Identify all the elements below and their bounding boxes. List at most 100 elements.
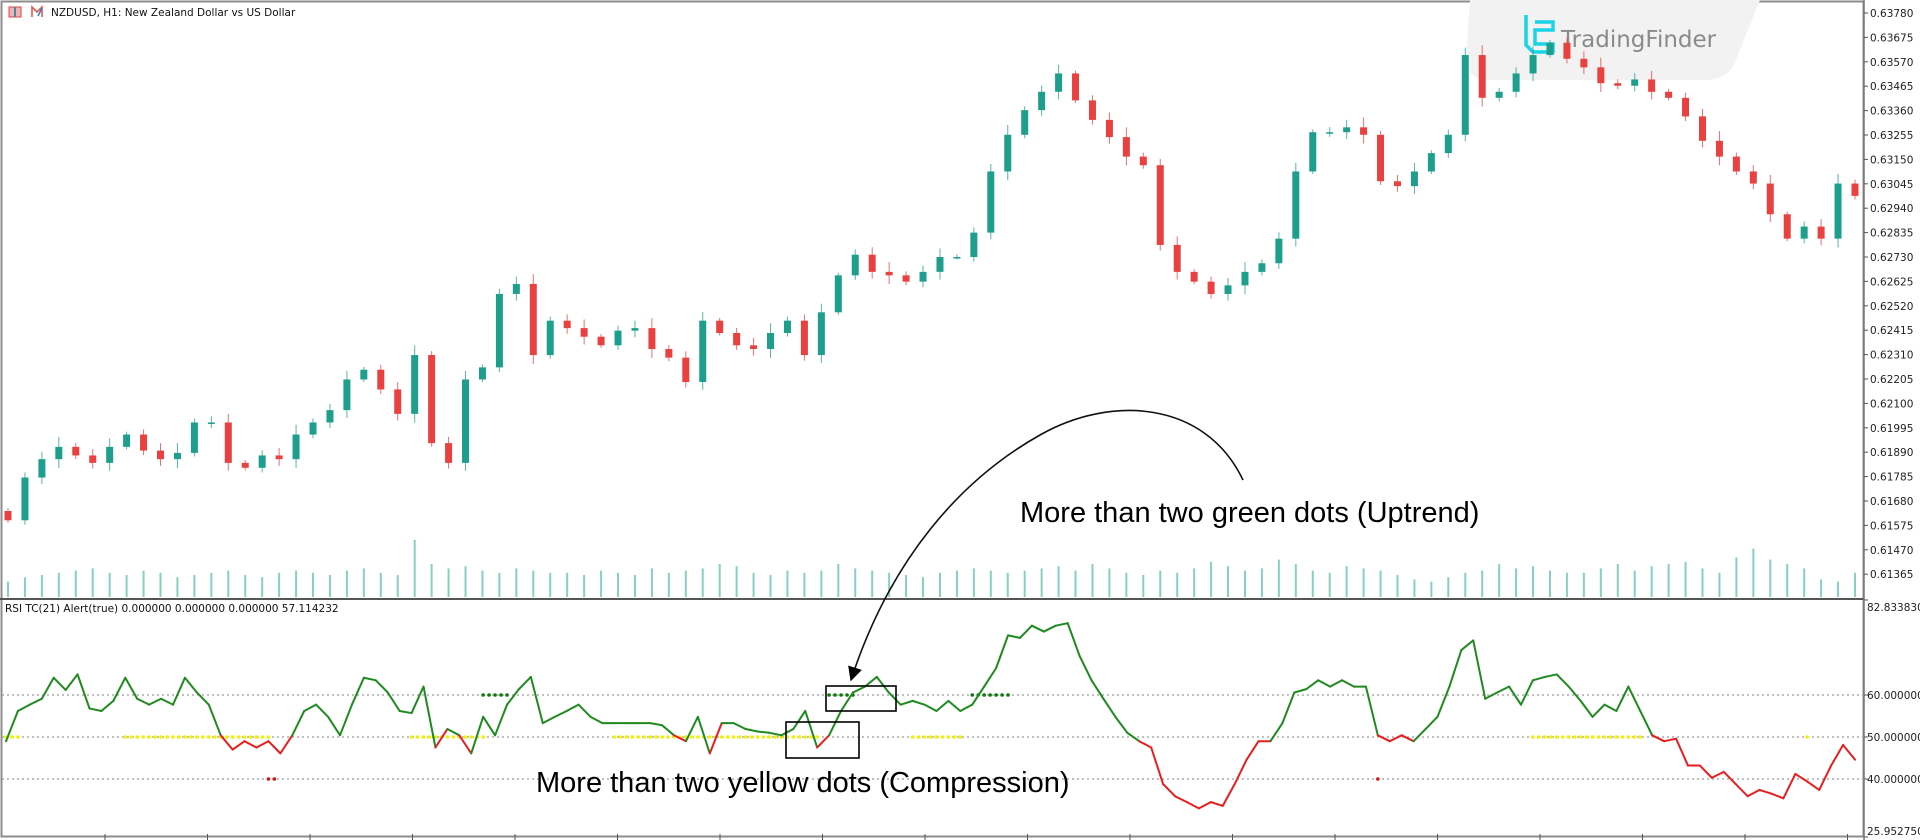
rsi-segment <box>506 688 520 706</box>
volume-bar <box>1430 581 1433 597</box>
rsi-segment <box>1269 722 1284 743</box>
rsi-segment <box>1555 673 1570 688</box>
candle <box>1665 88 1673 101</box>
rsi-line <box>5 622 1856 810</box>
yellow-signal-dot <box>224 735 229 739</box>
candle <box>1021 106 1029 139</box>
chart-type-icon[interactable] <box>8 6 22 18</box>
volume-bar <box>1243 570 1246 597</box>
candle <box>1546 39 1554 58</box>
rsi-segment <box>1710 770 1725 779</box>
rsi-segment <box>1030 624 1045 633</box>
volume-bar <box>1464 572 1467 597</box>
rsi-segment <box>923 703 938 712</box>
green-signal-dot <box>827 693 831 697</box>
compression-annotation: More than two yellow dots (Compression) <box>536 767 1069 799</box>
rsi-segment <box>1066 622 1081 657</box>
volume-bar <box>7 581 9 597</box>
rsi-segment <box>339 703 353 737</box>
yellow-signal-dot <box>719 735 724 739</box>
green-signal-dot <box>839 693 843 697</box>
rsi-segment <box>1209 801 1224 807</box>
candle <box>1529 46 1537 82</box>
candle <box>1682 92 1690 122</box>
candle <box>72 442 80 460</box>
rsi-segment <box>983 667 998 688</box>
candle-body <box>767 332 775 350</box>
candle <box>767 323 775 358</box>
rsi-segment <box>1376 734 1391 743</box>
yellow-signal-dot <box>248 735 253 739</box>
yellow-signal-dot <box>1537 735 1541 739</box>
rsi-segment <box>88 707 103 712</box>
candle-body <box>1275 238 1283 264</box>
candle-body <box>326 410 334 423</box>
yellow-signal-dot <box>165 735 169 739</box>
candle-body <box>987 171 995 233</box>
candle-body <box>1529 55 1537 74</box>
rsi-tick-label: 25.952750 <box>1867 826 1920 838</box>
candle-body <box>800 320 808 356</box>
rsi-segment <box>1770 792 1785 800</box>
candle-body <box>1258 263 1266 272</box>
candlesticks <box>4 37 1859 525</box>
rsi-segment <box>911 699 926 706</box>
volume-bar <box>447 568 450 597</box>
candle <box>1444 129 1452 158</box>
rsi-segment <box>1508 685 1522 706</box>
volume-bar <box>888 572 891 597</box>
time-axis-ticks <box>104 834 1848 840</box>
candle-body <box>495 293 503 368</box>
rsi-segment <box>589 715 604 725</box>
volume-bar <box>1023 570 1026 597</box>
volume-bar <box>40 575 43 597</box>
rsi-segment <box>1663 737 1678 743</box>
red-signal-dot <box>266 777 271 781</box>
candle <box>631 320 639 338</box>
rsi-segment <box>1818 764 1833 791</box>
candle <box>1461 47 1469 142</box>
rsi-segment <box>76 673 91 710</box>
volume-bar <box>1769 559 1772 597</box>
price-tick-label: 0.63780 <box>1870 8 1913 20</box>
candle-body <box>1783 214 1791 239</box>
volume-bar <box>1057 566 1060 597</box>
volume-bar <box>1362 568 1365 597</box>
candle-body <box>665 349 673 358</box>
rsi-segment <box>1543 673 1558 678</box>
yellow-signal-dot <box>236 735 241 739</box>
rsi-segment <box>28 697 43 706</box>
rsi-segment <box>267 740 282 755</box>
candle-body <box>1021 110 1029 135</box>
uptrend-annotation: More than two green dots (Uptrend) <box>1020 497 1479 529</box>
rsi-tick-label: 60.000000 <box>1867 690 1920 702</box>
green-signal-dot <box>1000 693 1004 697</box>
yellow-signal-dot <box>1584 735 1589 739</box>
candle-body <box>360 369 368 380</box>
candle <box>987 164 995 240</box>
volume-bar <box>1345 566 1348 597</box>
one-click-trading-icon[interactable] <box>31 5 43 17</box>
candle-body <box>38 459 46 478</box>
price-tick-label: 0.61995 <box>1870 423 1913 435</box>
price-tick-label: 0.63255 <box>1870 130 1913 142</box>
volume-bar <box>1718 572 1721 597</box>
yellow-signal-dot <box>958 735 963 739</box>
volume-bar <box>74 570 77 597</box>
volume-bar <box>820 570 823 597</box>
volume-bar <box>379 572 382 597</box>
candle <box>750 337 758 356</box>
rsi-segment <box>303 703 318 712</box>
candle-body <box>1851 183 1859 196</box>
volume-bar <box>1582 572 1585 597</box>
candle <box>597 333 605 348</box>
candle-body <box>1038 91 1046 111</box>
yellow-signal-dot <box>660 735 664 739</box>
candle <box>665 345 673 362</box>
candle <box>936 248 944 280</box>
volume-bar <box>278 572 281 597</box>
volume-bar <box>1006 572 1009 597</box>
rsi-segment <box>470 715 485 755</box>
candle <box>1360 117 1368 144</box>
